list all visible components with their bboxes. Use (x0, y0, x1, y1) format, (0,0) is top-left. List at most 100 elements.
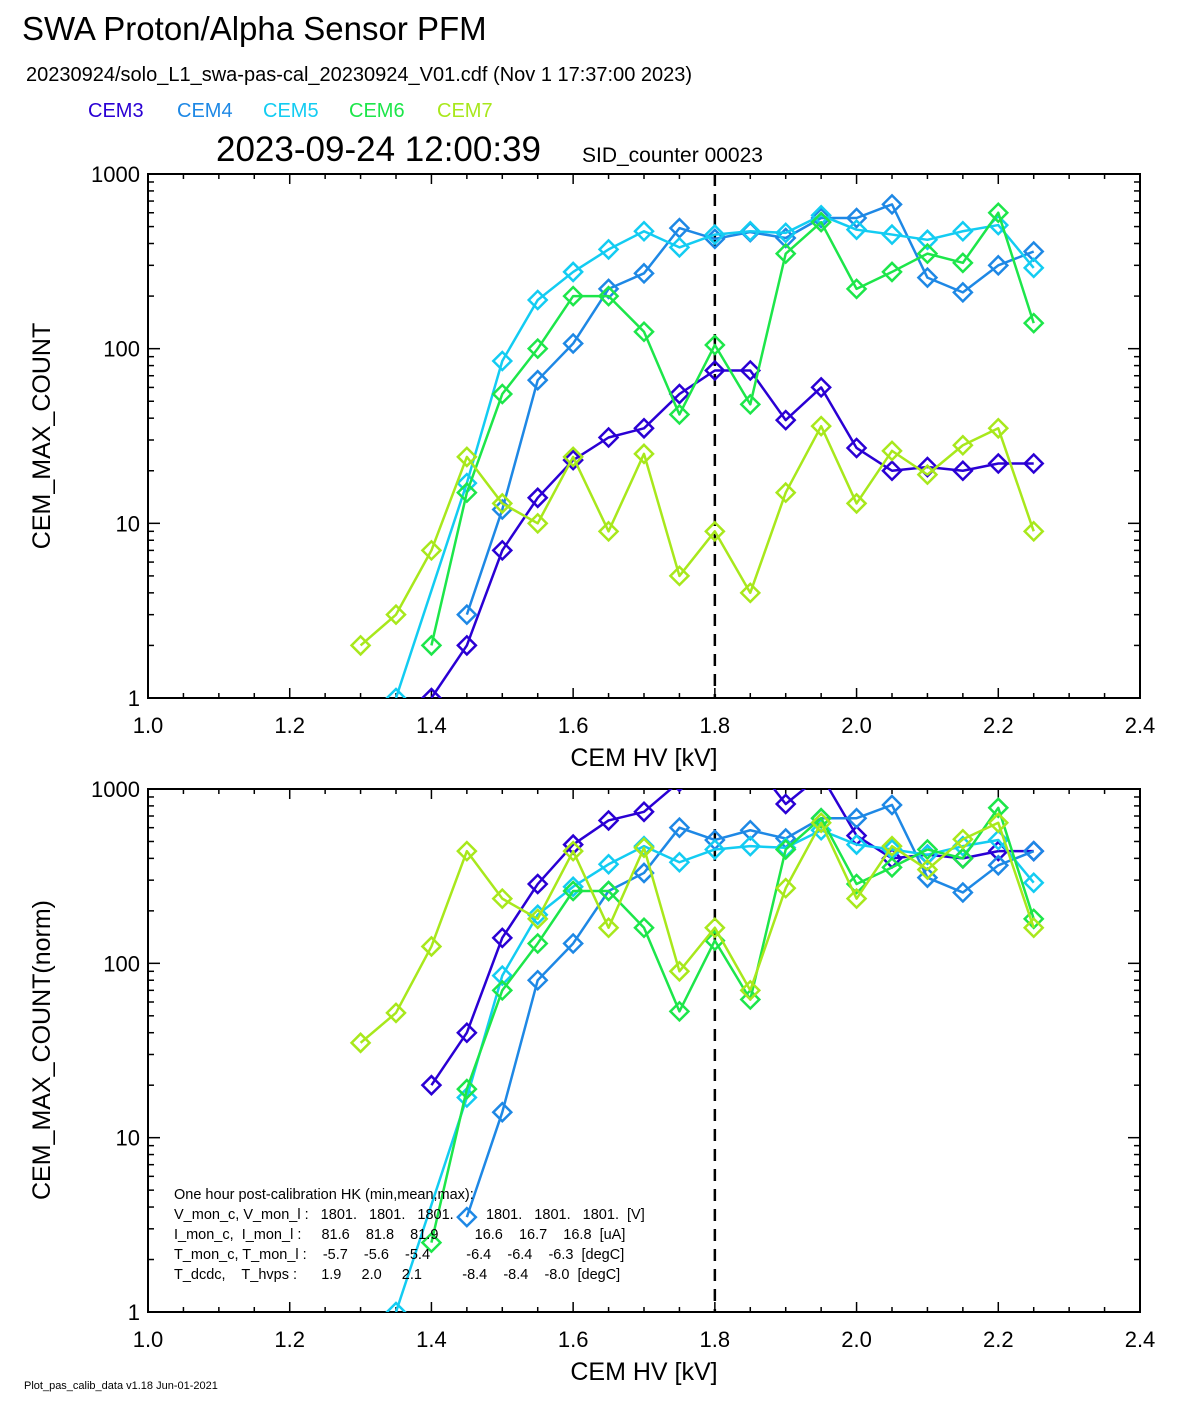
page-title: SWA Proton/Alpha Sensor PFM (22, 10, 487, 47)
x-tick-label: 1.6 (558, 1327, 589, 1352)
data-point-cem7 (952, 434, 974, 456)
series-line-cem4 (465, 203, 1035, 616)
data-point-cem4 (916, 866, 939, 889)
data-point-cem6 (1022, 908, 1045, 930)
y-tick-label: 10 (116, 1126, 140, 1151)
data-point-cem6 (845, 278, 868, 300)
data-point-cem5 (668, 851, 691, 874)
data-point-cem7 (987, 812, 1010, 834)
data-point-cem3 (739, 359, 762, 382)
data-point-cem6 (810, 211, 832, 233)
data-point-cem3 (491, 927, 514, 949)
data-point-cem5 (704, 223, 726, 246)
x-tick-label: 2.0 (841, 713, 872, 738)
data-point-cem5 (526, 289, 549, 311)
data-point-cem3 (810, 376, 832, 399)
data-point-cem5 (597, 238, 620, 261)
data-point-cem4 (810, 207, 832, 229)
data-point-cem5 (774, 222, 797, 244)
data-point-cem6 (633, 916, 655, 939)
data-point-cem7 (456, 840, 478, 862)
data-point-cem6 (916, 838, 939, 861)
data-point-cem7 (420, 935, 443, 958)
data-point-cem6 (633, 320, 655, 343)
data-point-cem5 (456, 1086, 478, 1109)
series-group (349, 193, 1045, 698)
data-point-cem5 (491, 350, 514, 372)
data-point-cem5 (562, 261, 584, 283)
data-point-cem6 (916, 242, 939, 265)
data-point-cem6 (456, 481, 478, 504)
data-point-cem3 (812, 766, 830, 784)
data-point-cem7 (349, 1032, 372, 1054)
data-point-cem3 (420, 687, 443, 698)
data-point-cem7 (704, 520, 726, 543)
x-tick-label: 2.0 (841, 1327, 872, 1352)
data-point-cem4 (845, 207, 868, 229)
data-point-cem3 (916, 456, 939, 478)
data-point-cem3 (633, 801, 655, 823)
sid-counter: SID_counter 00023 (582, 144, 763, 167)
x-axis-title: CEM HV [kV] (570, 1358, 717, 1386)
series-line-cem4 (465, 803, 1035, 1218)
data-point-cem4 (952, 881, 974, 904)
data-point-cem4 (562, 332, 584, 355)
timestamp: 2023-09-24 12:00:39 (216, 130, 541, 169)
y-axis-title: CEM_MAX_COUNT(norm) (28, 900, 56, 1200)
data-point-cem4 (562, 932, 584, 955)
data-point-cem7 (668, 960, 691, 983)
data-point-cem3 (597, 809, 620, 832)
x-tick-label: 1.2 (274, 713, 305, 738)
x-tick-label: 2.2 (983, 1327, 1014, 1352)
data-point-cem4 (526, 369, 549, 391)
data-point-cem5 (845, 218, 868, 241)
data-point-cem6 (739, 988, 762, 1011)
data-point-cem6 (562, 880, 584, 902)
data-point-cem7 (526, 512, 549, 535)
data-point-cem3 (562, 449, 584, 471)
y-tick-label: 1 (128, 1300, 140, 1325)
hk-line: T_dcdc, T_hvps : 1.9 2.0 2.1 -8.4 -8.4 -… (174, 1267, 620, 1283)
x-tick-label: 2.4 (1125, 1327, 1156, 1352)
data-point-cem7 (704, 916, 726, 939)
data-point-cem5 (385, 1301, 407, 1312)
x-tick-label: 2.2 (983, 713, 1014, 738)
data-point-cem7 (916, 858, 939, 881)
data-point-cem6 (491, 979, 514, 1002)
data-point-cem6 (526, 932, 549, 955)
data-point-cem6 (845, 873, 868, 895)
data-point-cem4 (456, 603, 478, 626)
data-point-cem3 (741, 749, 759, 767)
file-subtitle: 20230924/solo_L1_swa-pas-cal_20230924_V0… (26, 64, 693, 86)
data-point-cem5 (597, 853, 620, 876)
data-point-cem4 (881, 193, 903, 216)
data-point-cem5 (1022, 257, 1045, 279)
data-point-cem6 (987, 201, 1010, 224)
y-axis-title: CEM_MAX_COUNT (28, 323, 56, 549)
data-point-cem4 (987, 254, 1010, 277)
data-point-cem6 (668, 1000, 691, 1023)
data-point-cem7 (774, 877, 797, 899)
data-point-cem6 (491, 383, 514, 405)
data-point-cem7 (562, 840, 584, 862)
x-tick-label: 1.0 (133, 713, 164, 738)
data-point-cem7 (810, 812, 832, 834)
data-point-cem7 (491, 887, 514, 910)
x-tick-label: 1.6 (558, 713, 589, 738)
data-point-cem4 (739, 819, 762, 842)
data-point-cem3 (704, 359, 726, 382)
data-point-cem3 (597, 426, 620, 449)
x-tick-label: 1.8 (700, 713, 731, 738)
chart-panel-1: 1.0 1.2 1.4 1.6 1.8 2.0 2.2 2.4 1 10 100 1000 CEM HV… (28, 162, 1155, 772)
data-point-cem7 (739, 582, 762, 604)
data-point-cem6 (810, 807, 832, 829)
x-tick-label: 1.0 (133, 1327, 164, 1352)
data-point-cem7 (633, 837, 655, 859)
data-point-cem6 (987, 797, 1010, 819)
data-point-cem7 (491, 492, 514, 515)
data-point-cem7 (668, 565, 691, 587)
data-point-cem5 (739, 220, 762, 243)
data-point-cem3 (774, 409, 797, 431)
data-point-cem3 (1022, 452, 1045, 475)
